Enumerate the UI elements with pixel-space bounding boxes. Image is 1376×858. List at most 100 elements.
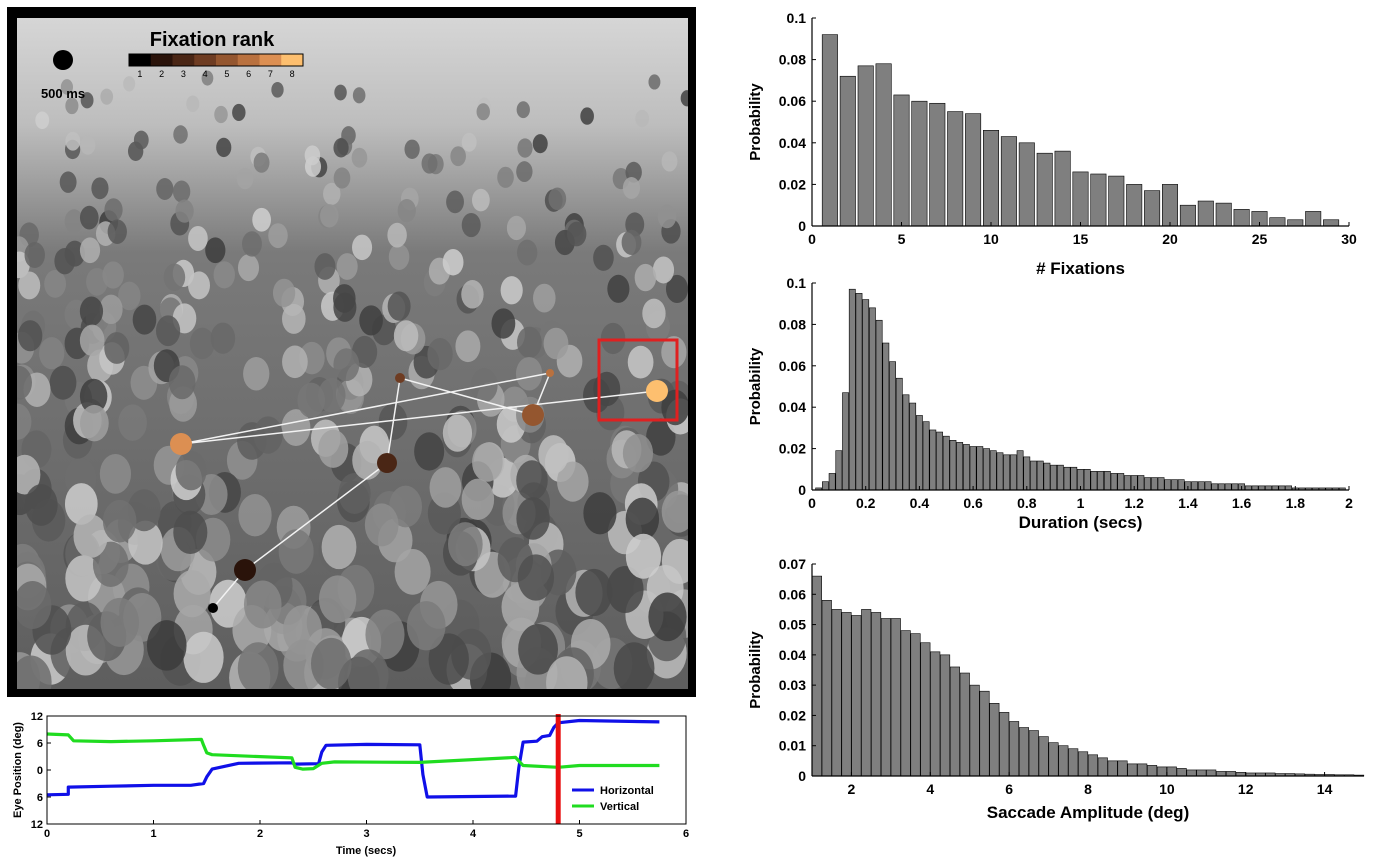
crowd-face-shape <box>49 365 77 400</box>
colorbar-tick-label: 7 <box>268 69 273 79</box>
crowd-face-shape <box>393 320 419 352</box>
crowd-face-shape <box>461 212 481 238</box>
crowd-face-shape <box>557 461 589 502</box>
colorbar-swatch <box>259 54 282 66</box>
crowd-face-shape <box>347 649 389 689</box>
crowd-face-shape <box>648 592 687 642</box>
series-horizontal-line <box>46 718 660 799</box>
histogram-bar <box>895 377 903 491</box>
colorbar-swatch <box>281 54 304 66</box>
crowd-face-shape <box>80 92 94 109</box>
x-tick-label: 0.6 <box>963 495 983 511</box>
histogram-bar <box>1225 771 1236 777</box>
histogram-bar <box>1150 477 1158 491</box>
crowd-face-shape <box>583 492 617 535</box>
target-face-box <box>597 338 679 422</box>
crowd-face-shape <box>333 138 349 158</box>
crowd-face-shape <box>575 568 613 617</box>
crowd-face-shape <box>102 261 124 289</box>
crowd-face-shape <box>333 167 351 189</box>
crowd-face-shape <box>79 205 99 230</box>
trace-y-tick-label: 12 <box>31 711 43 723</box>
crowd-face-shape <box>64 483 98 525</box>
crowd-face-shape <box>118 281 141 311</box>
crowd-face-shape <box>118 404 147 441</box>
crowd-face-shape <box>17 320 43 352</box>
y-tick-label: 0.06 <box>779 586 806 602</box>
y-axis-label: Probability <box>747 347 764 425</box>
histogram-bar <box>1043 462 1051 491</box>
histogram-bar <box>822 481 829 491</box>
crowd-face-shape <box>515 357 543 391</box>
x-axis-label: Duration (secs) <box>1019 513 1143 532</box>
crowd-face-shape <box>133 130 149 150</box>
crowd-face-shape <box>428 633 469 685</box>
histogram-bar <box>851 615 862 777</box>
crowd-face-shape <box>238 494 272 537</box>
histogram-bar <box>1196 769 1207 777</box>
histogram-bar <box>841 612 852 777</box>
crowd-face-shape <box>548 187 567 211</box>
x-tick-label: 6 <box>1005 781 1013 797</box>
crowd-face-shape <box>213 261 235 289</box>
crowd-face-shape <box>173 510 208 555</box>
crowd-face-shape <box>397 199 416 223</box>
crowd-face-shape <box>461 280 484 309</box>
histogram-bar <box>1137 475 1145 491</box>
crowd-face-shape <box>195 474 228 516</box>
histogram-bar <box>989 450 997 491</box>
histogram-bar <box>1023 456 1031 491</box>
fixation-3 <box>377 453 397 473</box>
crowd-face-shape <box>80 135 96 155</box>
x-tick-label: 25 <box>1252 231 1268 247</box>
x-tick-label: 4 <box>926 781 934 797</box>
x-tick-label: 10 <box>1159 781 1175 797</box>
crowd-face-shape <box>447 522 483 567</box>
crowd-face-shape <box>351 147 368 168</box>
histogram-bar <box>1271 485 1279 491</box>
crowd-face-shape <box>634 263 657 292</box>
crowd-face-shape <box>476 103 490 121</box>
crowd-face-shape <box>461 478 495 520</box>
crowd-face-shape <box>24 484 58 526</box>
histogram-bar <box>1083 469 1091 491</box>
crowd-face-shape <box>201 70 214 86</box>
crowd-face-shape <box>389 485 423 528</box>
y-tick-label: 0.02 <box>779 176 806 192</box>
histogram-bar <box>976 446 984 491</box>
crowd-face-shape <box>446 190 464 214</box>
crowd-face-shape <box>642 298 666 329</box>
x-tick-label: 1.4 <box>1178 495 1198 511</box>
histogram-bar <box>940 654 951 777</box>
crowd-face-shape <box>429 467 462 508</box>
histogram-bar <box>1003 454 1011 491</box>
crowd-face-shape <box>442 248 464 276</box>
y-tick-label: 0.02 <box>779 441 806 457</box>
y-tick-label: 0.08 <box>779 52 806 68</box>
histogram-bar <box>1107 760 1118 777</box>
histogram-bar <box>1197 200 1214 227</box>
histogram-bar <box>1127 763 1138 777</box>
y-tick-label: 0.04 <box>779 135 806 151</box>
crowd-face-shape <box>128 520 163 565</box>
crowd-face-shape <box>394 548 431 595</box>
crowd-face-shape <box>365 609 405 660</box>
x-tick-label: 1.6 <box>1232 495 1252 511</box>
crowd-face-shape <box>175 450 207 491</box>
histogram-bar <box>956 442 964 491</box>
histogram-bar <box>902 394 910 491</box>
crowd-face-shape <box>104 332 130 364</box>
crowd-face-shape <box>621 229 642 255</box>
histogram-bar <box>911 100 928 227</box>
crowd-face-shape <box>104 198 123 222</box>
colorbar-tick-label: 1 <box>137 69 142 79</box>
histogram-bar <box>880 618 891 777</box>
crowd-face-shape <box>282 303 306 334</box>
x-axis-label: Saccade Amplitude (deg) <box>987 803 1189 822</box>
histogram-bar <box>1126 184 1143 227</box>
y-tick-label: 0.02 <box>779 707 806 723</box>
colorbar-tick-label: 5 <box>224 69 229 79</box>
crowd-face-shape <box>172 180 191 203</box>
crowd-face-shape <box>338 472 371 514</box>
histogram-bar <box>1191 481 1199 491</box>
